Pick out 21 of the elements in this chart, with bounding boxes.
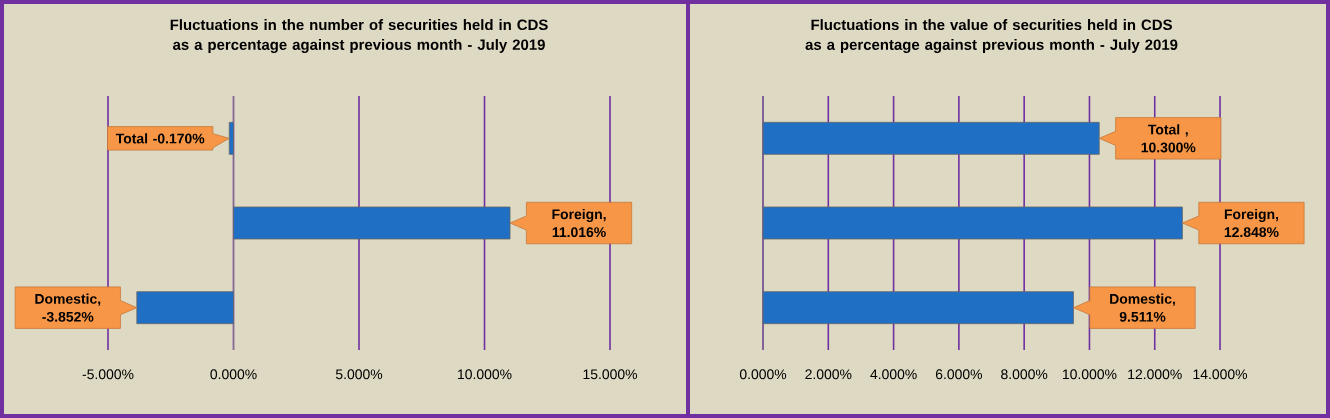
x-tick-label: 5.000% bbox=[335, 369, 383, 380]
x-tick-label: 12.000% bbox=[1128, 369, 1182, 380]
x-tick-label: 10.000% bbox=[1062, 369, 1117, 380]
x-tick-label: 4.000% bbox=[870, 369, 917, 380]
x-tick-label: 6.000% bbox=[935, 369, 983, 380]
data-label: Domestic, 9.511% bbox=[1110, 293, 1175, 322]
data-label: Foreign, 11.016% bbox=[552, 208, 606, 238]
x-tick-label: 15.000% bbox=[583, 369, 638, 380]
x-tick-label: 2.000% bbox=[805, 369, 852, 380]
x-tick-label: 0.000% bbox=[739, 369, 787, 380]
x-tick-label: 8.000% bbox=[1001, 369, 1048, 380]
chart-title: Fluctuations in the value of securities held in CDS as a percentage against previous month - July 2019 bbox=[805, 19, 1178, 53]
x-tick-label: 0.000% bbox=[210, 369, 257, 380]
data-label: Domestic, -3.852% bbox=[35, 293, 101, 322]
data-label: Total , 10.300% bbox=[1141, 124, 1196, 153]
data-label: Total -0.170% bbox=[115, 133, 205, 144]
x-tick-label: 14.000% bbox=[1193, 369, 1248, 380]
data-label: Foreign, 12.848% bbox=[1224, 208, 1279, 238]
x-tick-label: -5.000% bbox=[82, 369, 134, 380]
chart-title: Fluctuations in the number of securities held in CDS as a percentage against previous month - July 2019 bbox=[170, 19, 548, 53]
x-tick-label: 10.000% bbox=[458, 369, 512, 380]
